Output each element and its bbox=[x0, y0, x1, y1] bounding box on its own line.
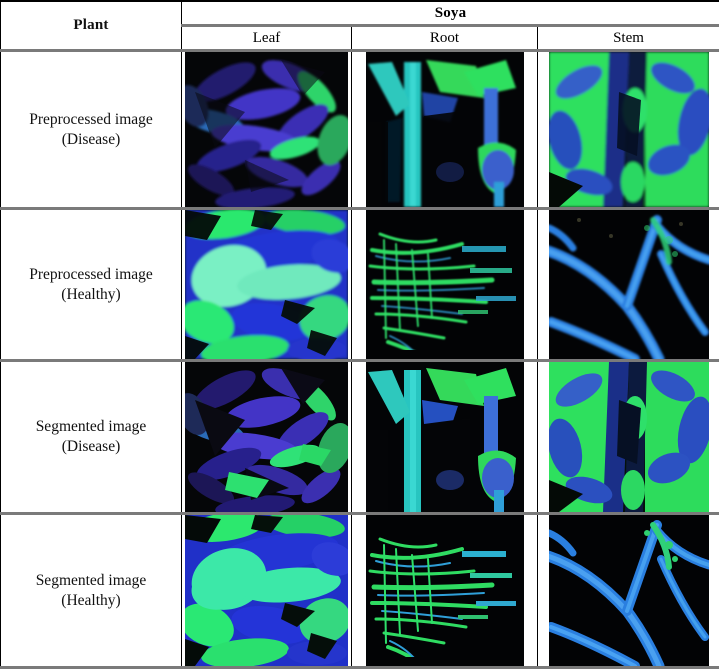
cell-leaf-segmented-healthy bbox=[182, 514, 352, 668]
stem-preprocessed-disease-image bbox=[549, 52, 709, 207]
row-label-segmented-disease: Segmented image (Disease) bbox=[1, 361, 182, 514]
table-row: Preprocessed image (Disease) bbox=[1, 51, 719, 209]
row-label-line2: (Disease) bbox=[1, 437, 181, 457]
table-row: Segmented image (Healthy) bbox=[1, 514, 719, 668]
leaf-segmented-healthy-image bbox=[185, 515, 348, 666]
leaf-preprocessed-healthy-image bbox=[185, 210, 348, 359]
header-column-stem: Stem bbox=[538, 26, 719, 51]
cell-root-preprocessed-disease bbox=[352, 51, 538, 209]
leaf-segmented-disease-image bbox=[185, 362, 348, 512]
row-label-line1: Segmented image bbox=[1, 571, 181, 591]
stem-segmented-healthy-image bbox=[549, 515, 709, 666]
cell-root-preprocessed-healthy bbox=[352, 209, 538, 361]
row-label-segmented-healthy: Segmented image (Healthy) bbox=[1, 514, 182, 668]
cell-leaf-preprocessed-disease bbox=[182, 51, 352, 209]
row-label-line1: Segmented image bbox=[1, 417, 181, 437]
cell-stem-segmented-healthy bbox=[538, 514, 719, 668]
cell-root-segmented-disease bbox=[352, 361, 538, 514]
root-segmented-healthy-image bbox=[366, 515, 524, 666]
header-row-group: Plant Soya bbox=[1, 1, 719, 26]
cell-root-segmented-healthy bbox=[352, 514, 538, 668]
row-label-line1: Preprocessed image bbox=[1, 265, 181, 285]
row-label-line2: (Disease) bbox=[1, 130, 181, 150]
stem-preprocessed-healthy-image bbox=[549, 210, 709, 359]
row-label-line2: (Healthy) bbox=[1, 591, 181, 611]
header-column-leaf: Leaf bbox=[182, 26, 352, 51]
cell-leaf-preprocessed-healthy bbox=[182, 209, 352, 361]
root-preprocessed-healthy-image bbox=[366, 210, 524, 359]
cell-stem-preprocessed-healthy bbox=[538, 209, 719, 361]
root-preprocessed-disease-image bbox=[366, 52, 524, 207]
header-plant: Plant bbox=[1, 1, 182, 51]
row-label-line2: (Healthy) bbox=[1, 285, 181, 305]
cell-stem-segmented-disease bbox=[538, 361, 719, 514]
root-segmented-disease-image bbox=[366, 362, 524, 512]
row-label-line1: Preprocessed image bbox=[1, 110, 181, 130]
row-label-preprocessed-disease: Preprocessed image (Disease) bbox=[1, 51, 182, 209]
header-column-root: Root bbox=[352, 26, 538, 51]
header-soya: Soya bbox=[182, 1, 719, 26]
row-label-preprocessed-healthy: Preprocessed image (Healthy) bbox=[1, 209, 182, 361]
table-row: Segmented image (Disease) bbox=[1, 361, 719, 514]
cell-stem-preprocessed-disease bbox=[538, 51, 719, 209]
cell-leaf-segmented-disease bbox=[182, 361, 352, 514]
stem-segmented-disease-image bbox=[549, 362, 709, 512]
table-row: Preprocessed image (Healthy) bbox=[1, 209, 719, 361]
leaf-preprocessed-disease-image bbox=[185, 52, 348, 207]
